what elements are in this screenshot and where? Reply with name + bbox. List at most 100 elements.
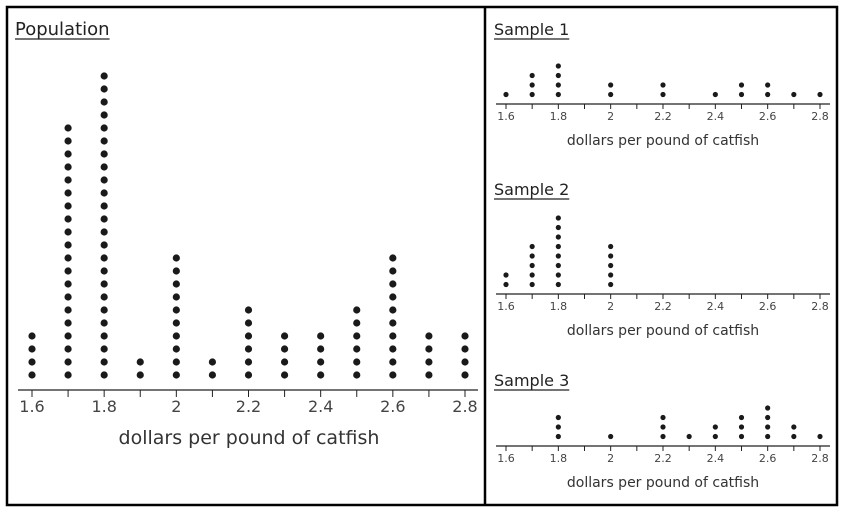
data-dot	[555, 272, 561, 278]
data-dot	[100, 72, 108, 80]
data-dot	[608, 243, 614, 250]
data-dot	[172, 267, 180, 275]
x-axis-label: dollars per pound of catfish	[119, 427, 380, 449]
x-tick-label: 1.8	[550, 452, 568, 465]
chart-title: Sample 1	[494, 20, 569, 39]
data-dot	[660, 433, 666, 440]
x-tick-label: 1.6	[497, 110, 515, 123]
data-dot	[172, 345, 180, 353]
data-dot	[608, 281, 614, 288]
chart-title: Population	[15, 19, 110, 40]
data-dot	[136, 371, 144, 379]
data-dot	[765, 82, 771, 88]
data-dot	[461, 358, 469, 366]
x-tick-label: 2.6	[759, 300, 777, 313]
data-dot	[555, 253, 561, 259]
data-dot	[100, 124, 108, 132]
x-tick-label: 1.8	[91, 397, 116, 416]
data-dot	[389, 345, 397, 353]
data-dot	[529, 91, 535, 98]
data-dot	[503, 91, 509, 98]
data-dot	[738, 82, 745, 88]
data-dot	[555, 63, 561, 69]
x-axis-label: dollars per pound of catfish	[567, 475, 759, 491]
data-dot	[28, 345, 36, 353]
x-tick-label: 2.6	[380, 397, 405, 416]
data-dot	[64, 189, 72, 197]
data-dot	[389, 319, 397, 327]
x-tick-label: 2.8	[811, 300, 829, 313]
x-tick-label: 2.6	[759, 452, 777, 465]
data-dot	[64, 280, 72, 288]
x-tick-label: 2	[607, 110, 614, 123]
data-dot	[64, 345, 72, 353]
data-dot	[529, 243, 535, 250]
data-dot	[100, 241, 108, 249]
data-dot	[791, 433, 797, 440]
data-dot	[244, 358, 253, 366]
population-dot-plot: Population dollars per pound of catfish …	[15, 19, 478, 449]
data-dot	[64, 137, 72, 145]
data-dot	[353, 332, 361, 340]
data-dot	[529, 262, 535, 269]
data-dot	[712, 433, 718, 440]
x-tick-label: 1.6	[497, 300, 515, 313]
data-dot	[608, 82, 614, 88]
data-dot	[100, 163, 108, 171]
data-dot	[172, 306, 180, 314]
data-dot	[555, 82, 561, 88]
data-dot	[555, 414, 561, 421]
data-dot	[64, 124, 72, 132]
sample-1-dot-plot: Sample 1 dollars per pound of catfish 1.…	[494, 20, 830, 149]
sample-3-dot-plot: Sample 3 dollars per pound of catfish 1.…	[494, 371, 830, 491]
data-dot	[172, 293, 180, 301]
data-dot	[425, 358, 433, 366]
x-axis-label: dollars per pound of catfish	[567, 133, 759, 149]
x-tick-label: 2	[171, 397, 181, 416]
data-dot	[280, 358, 289, 366]
data-dot	[136, 358, 144, 366]
x-tick-label: 2	[607, 300, 614, 313]
data-dot	[100, 189, 108, 197]
data-dot	[64, 358, 72, 366]
data-dot	[64, 202, 72, 210]
data-dot	[100, 306, 108, 314]
data-dot	[555, 224, 561, 231]
data-dot	[555, 281, 561, 288]
data-dot	[738, 433, 745, 440]
data-dot	[244, 345, 253, 353]
x-tick-label: 2.2	[654, 110, 672, 123]
x-tick-label: 1.6	[19, 397, 44, 416]
data-dot	[712, 91, 718, 98]
data-dot	[529, 281, 535, 288]
data-dot	[64, 332, 72, 340]
data-dot	[738, 424, 745, 430]
data-dot	[555, 215, 561, 221]
data-dot	[317, 332, 325, 340]
data-dot	[172, 254, 180, 262]
data-dot	[100, 137, 108, 145]
data-dot	[712, 424, 718, 430]
data-dot	[461, 345, 469, 353]
data-dot	[353, 358, 361, 366]
x-axis-label: dollars per pound of catfish	[567, 323, 759, 339]
data-dot	[608, 272, 614, 278]
x-tick-label: 2.4	[707, 452, 725, 465]
data-dot	[555, 424, 561, 430]
data-dot	[817, 433, 823, 440]
x-tick-label: 2.4	[707, 300, 725, 313]
data-dot	[100, 280, 108, 288]
data-dot	[389, 254, 397, 262]
data-dot	[353, 319, 361, 327]
data-dot	[389, 280, 397, 288]
data-dot	[765, 424, 771, 430]
data-dot	[529, 72, 535, 79]
data-dot	[660, 82, 666, 88]
data-dot	[389, 267, 397, 275]
data-dot	[100, 176, 108, 184]
data-dot	[100, 293, 108, 301]
data-dot	[28, 371, 36, 379]
data-dot	[64, 319, 72, 327]
data-dot	[608, 262, 614, 269]
